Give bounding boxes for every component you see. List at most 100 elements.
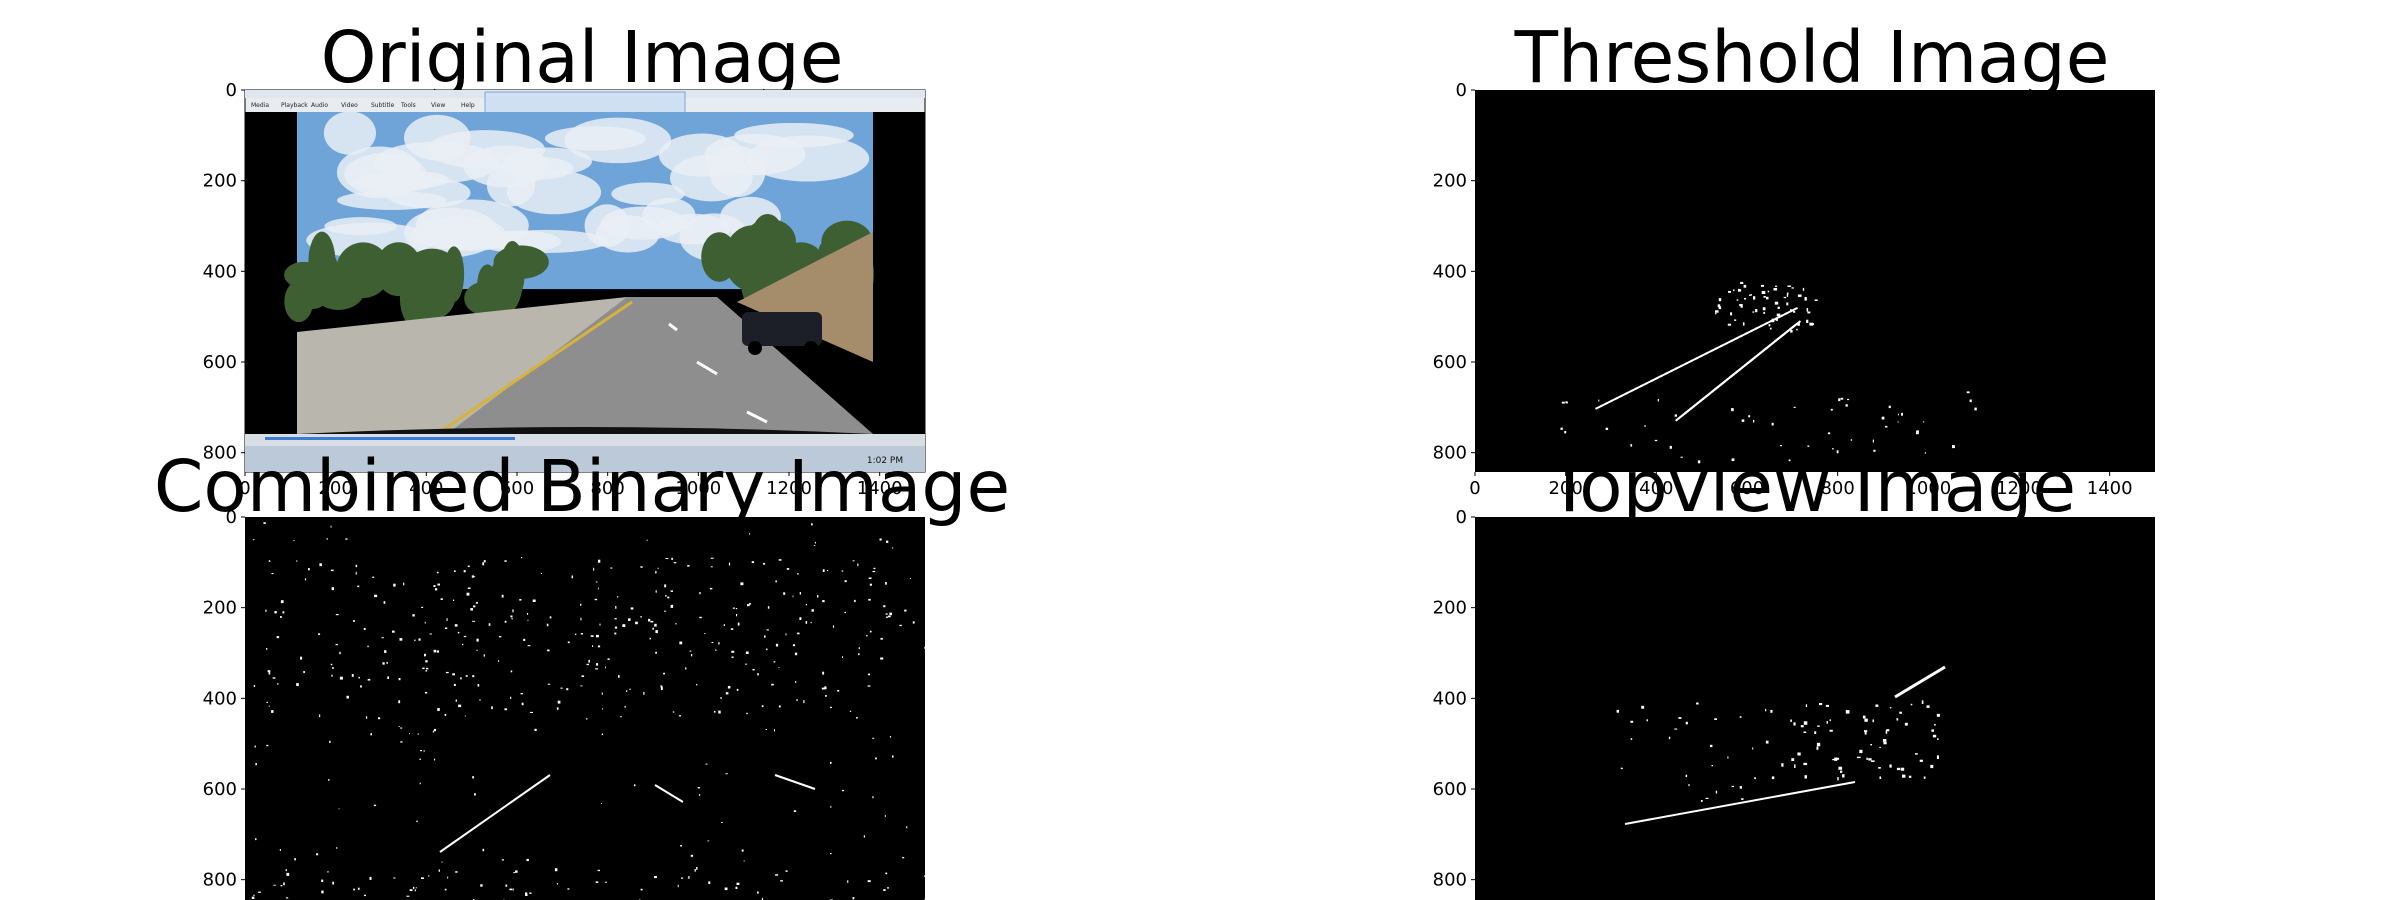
pixel-blob — [605, 667, 606, 669]
pixel-blob — [272, 573, 274, 574]
pixel-blob — [711, 566, 713, 567]
pixel-blob — [1748, 415, 1750, 417]
pixel-blob — [880, 658, 883, 660]
pixel-blob — [504, 560, 506, 562]
pixel-blob — [1831, 409, 1833, 411]
player-menu-item[interactable]: Subtitle — [371, 102, 394, 109]
pixel-blob — [806, 621, 808, 624]
player-menu-item[interactable]: Tools — [400, 102, 416, 109]
pixel-blob — [1841, 398, 1844, 400]
pixel-blob — [837, 690, 839, 692]
pixel-blob — [1797, 753, 1800, 756]
pixel-blob — [1898, 421, 1899, 422]
pixel-blob — [671, 590, 673, 592]
player-menu-item[interactable]: Help — [461, 102, 475, 109]
pixel-blob — [455, 871, 457, 873]
pixel-blob — [868, 674, 870, 676]
pixel-blob — [1885, 426, 1887, 428]
pixel-blob — [425, 622, 426, 624]
pixel-blob — [472, 776, 474, 778]
pixel-blob — [1679, 717, 1682, 719]
pixel-blob — [1864, 719, 1867, 722]
pixel-blob — [269, 560, 270, 562]
pixel-blob — [336, 644, 338, 645]
pixel-blob — [737, 689, 739, 691]
pixel-blob — [695, 869, 696, 872]
pixel-blob — [796, 699, 797, 701]
pixel-blob — [873, 571, 876, 572]
pixel-blob — [601, 803, 602, 804]
player-menu-item[interactable]: Media — [251, 102, 269, 109]
player-menu-item[interactable]: Audio — [311, 102, 328, 109]
pixel-blob — [847, 880, 848, 883]
pixel-blob — [746, 713, 748, 714]
pixel-blob — [1732, 786, 1735, 787]
pixel-blob — [752, 561, 754, 563]
pixel-blob — [1842, 774, 1844, 777]
pixel-blob — [357, 586, 359, 588]
pixel-blob — [512, 609, 513, 612]
pixel-blob — [1741, 798, 1743, 800]
pixel-blob — [704, 633, 705, 634]
pixel-blob — [737, 883, 740, 885]
pixel-blob — [886, 616, 888, 618]
pixel-blob — [447, 618, 448, 621]
pixel-blob — [1763, 312, 1765, 314]
pixel-blob — [519, 599, 521, 601]
pixel-blob — [726, 692, 729, 694]
pixel-blob — [1565, 401, 1568, 403]
seek-bar-progress[interactable] — [265, 437, 515, 440]
pixel-blob — [426, 668, 428, 670]
pixel-blob — [1916, 430, 1919, 432]
pixel-blob — [1765, 709, 1766, 711]
pixel-blob — [555, 868, 558, 871]
pixel-blob — [1774, 288, 1778, 291]
pixel-blob — [1791, 758, 1794, 761]
pixel-blob — [424, 750, 425, 752]
pixel-blob — [1897, 718, 1899, 720]
pixel-blob — [1775, 286, 1777, 287]
pixel-blob — [725, 773, 727, 774]
pixel-blob — [277, 683, 278, 685]
pixel-blob — [424, 654, 426, 657]
pixel-blob — [787, 568, 789, 570]
binary-image — [1475, 90, 2155, 472]
pixel-blob — [464, 570, 466, 572]
player-menu-item[interactable]: Video — [341, 102, 358, 109]
pixel-blob — [1883, 739, 1887, 742]
pixel-blob — [511, 671, 513, 673]
pixel-blob — [319, 714, 320, 717]
y-tick-label: 200 — [1433, 171, 1467, 192]
pixel-blob — [1868, 758, 1871, 760]
pixel-blob — [868, 880, 871, 882]
pixel-blob — [767, 629, 769, 630]
pixel-blob — [811, 622, 812, 623]
pixel-blob — [472, 675, 474, 677]
player-menu-item[interactable]: View — [431, 102, 445, 109]
pixel-blob — [462, 644, 463, 645]
y-tick-label: 200 — [203, 171, 237, 192]
player-menu-item[interactable]: Playback — [281, 102, 308, 109]
pixel-blob — [1846, 404, 1848, 406]
pixel-blob — [883, 889, 885, 891]
pixel-blob — [924, 647, 925, 649]
pixel-blob — [418, 733, 419, 734]
pixel-blob — [800, 592, 801, 594]
pixel-blob — [1905, 723, 1908, 726]
pixel-blob — [1794, 764, 1795, 768]
pixel-blob — [1730, 312, 1732, 315]
pixel-blob — [721, 822, 723, 823]
pixel-blob — [1847, 399, 1849, 400]
pixel-blob — [416, 887, 417, 888]
pixel-blob — [1837, 777, 1838, 780]
pixel-blob — [872, 796, 873, 798]
pixel-blob — [1761, 285, 1764, 287]
pixel-blob — [367, 646, 368, 648]
pixel-blob — [345, 538, 347, 539]
pixel-blob — [1718, 304, 1721, 307]
binary-image — [245, 517, 925, 900]
pixel-blob — [434, 650, 437, 653]
pixel-blob — [1933, 735, 1936, 738]
pixel-blob — [610, 568, 612, 569]
